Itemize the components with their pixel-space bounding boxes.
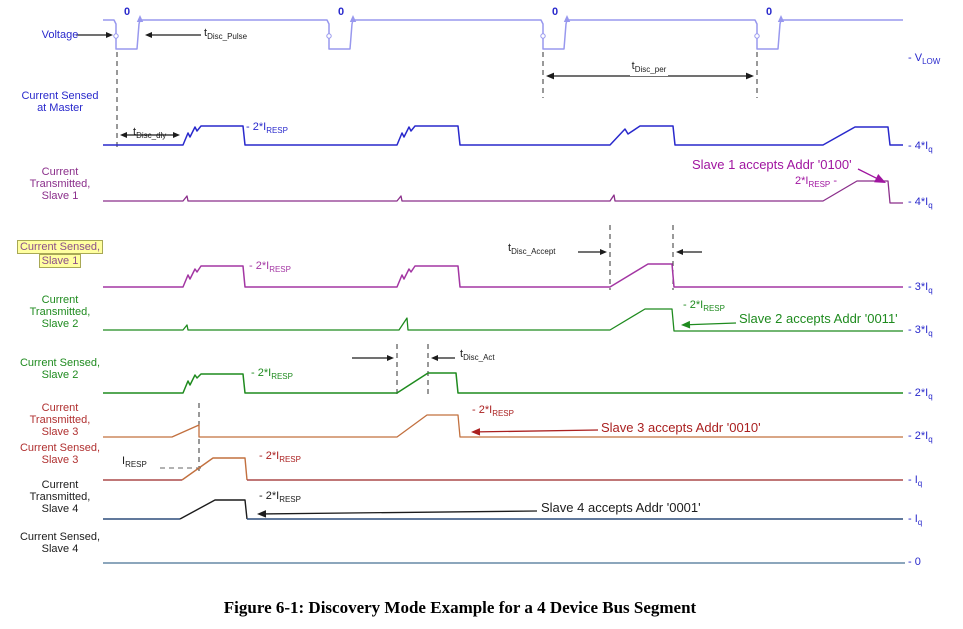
fouriq-axis-label-1: - 4*Iq: [908, 140, 933, 154]
voltage-rise-arrow-3: [563, 15, 571, 22]
zero-label-4: 0: [765, 6, 773, 18]
slave3-sensed-row-label: Current Sensed, Slave 3: [19, 442, 101, 466]
slave4-transmitted-row-label: Current Transmitted, Slave 4: [29, 479, 91, 515]
slave2-accept-arrow: [681, 320, 737, 329]
voltage-rise-arrow-4: [777, 15, 785, 22]
tdisc-pulse-label: tDisc_Pulse: [204, 27, 248, 41]
tdisc-dly-label: tDisc_dly: [133, 126, 167, 140]
tdisc-dly-arrow: [120, 132, 180, 138]
slave2-transmitted-trace: [103, 308, 903, 332]
tdisc-act-label: tDisc_Act: [460, 348, 495, 362]
slave2-sensed-trace: [103, 372, 903, 394]
voltage-trace: [103, 19, 903, 50]
master-2iresp-label: - 2*IRESP: [246, 121, 288, 135]
slave1-transmitted-trace: [103, 180, 903, 204]
iresp-level-label: IRESP: [122, 455, 147, 469]
slave1-2iresp-label: 2*IRESP -: [795, 175, 837, 189]
slave3-sensed-trace-bump: [181, 457, 248, 481]
voltage-pointer-arrow: [76, 32, 113, 38]
threeiq-axis-label-2: - 3*Iq: [908, 324, 933, 338]
slave1-sensed-trace: [103, 263, 903, 288]
slave3-accept-arrow: [471, 428, 599, 436]
tdisc-per-label: tDisc_per: [629, 60, 669, 76]
voltage-rise-arrow-2: [349, 15, 357, 22]
slave1-accept-text: Slave 1 accepts Addr '0100': [692, 157, 852, 172]
master-sensed-trace: [103, 125, 903, 146]
threeiq-axis-label-1: - 3*Iq: [908, 281, 933, 295]
tdisc-per-arrow: [546, 72, 754, 80]
fouriq-axis-label-2: - 4*Iq: [908, 196, 933, 210]
voltage-fall-marker-1: [113, 33, 119, 39]
slave4-accept-text: Slave 4 accepts Addr '0001': [541, 500, 701, 515]
voltage-fall-marker-2: [326, 33, 332, 39]
slave3-transmitted-row-label: Current Transmitted, Slave 3: [29, 402, 91, 438]
slave4-sensed-row-label: Current Sensed, Slave 4: [19, 531, 101, 555]
slave2-sensed-2iresp-label: - 2*IRESP: [251, 367, 293, 381]
slave2-sensed-row-label: Current Sensed, Slave 2: [19, 357, 101, 381]
tdisc-accept-arrow-right: [676, 249, 702, 255]
slave4-transmitted-trace-bump: [179, 499, 248, 520]
slave2-2iresp-label: - 2*IRESP: [683, 299, 725, 313]
tdisc-accept-label: tDisc_Accept: [508, 242, 556, 256]
slave3-transmitted-trace: [103, 414, 903, 438]
tdisc-act-arrow-left: [352, 355, 394, 361]
vlow-axis-label: - VLOW: [908, 52, 941, 66]
iq-axis-label-1: - Iq: [908, 474, 923, 488]
voltage-fall-marker-4: [754, 33, 760, 39]
zero-label-1: 0: [123, 6, 131, 18]
voltage-rise-arrow-1: [136, 15, 144, 22]
slave1-accept-arrow: [857, 168, 886, 183]
slave1-sensed-row-label: Current Sensed, Slave 1: [5, 240, 115, 268]
twoiq-axis-label-1: - 2*Iq: [908, 387, 933, 401]
zero-axis-label: - 0: [908, 556, 921, 568]
slave2-transmitted-row-label: Current Transmitted, Slave 2: [29, 294, 91, 330]
iq-axis-label-2: - Iq: [908, 513, 923, 527]
zero-label-3: 0: [551, 6, 559, 18]
slave1-transmitted-row-label: Current Transmitted, Slave 1: [29, 166, 91, 202]
tdisc-accept-arrow-left: [578, 249, 607, 255]
voltage-fall-marker-3: [540, 33, 546, 39]
twoiq-axis-label-2: - 2*Iq: [908, 430, 933, 444]
slave4-accept-arrow: [257, 510, 538, 518]
slave4-2iresp-label: - 2*IRESP: [259, 490, 301, 504]
tdisc-pulse-arrow: [145, 32, 201, 38]
slave1-sensed-2iresp-label: - 2*IRESP: [249, 260, 291, 274]
slave3-accept-text: Slave 3 accepts Addr '0010': [601, 420, 761, 435]
voltage-row-label: Voltage: [41, 29, 79, 41]
slave3-sensed-2iresp-label: - 2*IRESP: [259, 450, 301, 464]
slave2-accept-text: Slave 2 accepts Addr '0011': [739, 311, 898, 326]
master-sensed-row-label: Current Sensed at Master: [21, 90, 99, 114]
zero-label-2: 0: [337, 6, 345, 18]
slave3-2iresp-label: - 2*IRESP: [472, 404, 514, 418]
figure-caption: Figure 6-1: Discovery Mode Example for a…: [223, 598, 697, 617]
tdisc-act-arrow-right: [431, 355, 455, 361]
